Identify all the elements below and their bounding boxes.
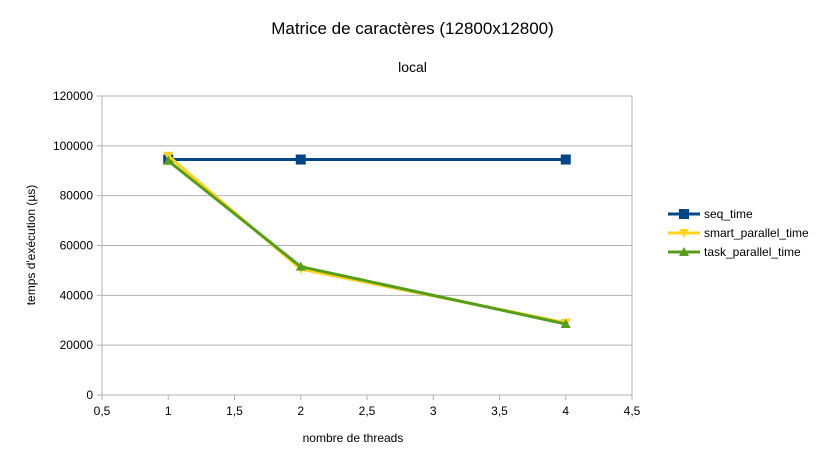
y-tick-label: 0 [86, 388, 93, 402]
series-seq_time [163, 154, 571, 165]
y-tick-label: 20000 [60, 338, 94, 352]
x-tick-label: 4 [562, 404, 569, 418]
data-point [295, 261, 306, 271]
legend-item: task_parallel_time [668, 245, 801, 259]
legend-label: task_parallel_time [704, 245, 801, 259]
y-tick-label: 120000 [53, 89, 93, 103]
legend-marker [679, 229, 689, 238]
series [163, 151, 571, 328]
series-smart_parallel_time [163, 151, 571, 328]
x-tick-label: 1 [165, 404, 172, 418]
legend-item: seq_time [668, 207, 753, 221]
series-line [167, 159, 567, 326]
legend-marker [679, 247, 689, 256]
x-tick-label: 4,5 [624, 404, 641, 418]
y-axis-title: temps d'exécution (µs) [24, 185, 38, 306]
axes [97, 95, 633, 400]
y-tick-label: 40000 [60, 288, 94, 302]
data-point [560, 154, 571, 165]
legend-label: seq_time [704, 207, 753, 221]
chart-title: Matrice de caractères (12800x12800) [271, 19, 554, 38]
y-tick-label: 60000 [60, 239, 94, 253]
tick-labels: 0 20000 40000 60000 80000 100000 120000 0,5 1 1,5… [53, 89, 641, 418]
x-tick-label: 1,5 [226, 404, 243, 418]
y-tick-label: 80000 [60, 189, 94, 203]
legend-item: smart_parallel_time [668, 226, 809, 240]
chart-subtitle: local [398, 59, 427, 75]
series-task_parallel_time [163, 155, 571, 328]
x-tick-label: 3 [430, 404, 437, 418]
x-tick-label: 2,5 [359, 404, 376, 418]
legend-marker [679, 209, 689, 219]
x-axis-title: nombre de threads [303, 431, 404, 445]
legend-label: smart_parallel_time [704, 226, 809, 240]
series-line [167, 154, 567, 325]
data-point [295, 154, 306, 165]
grid [102, 95, 632, 396]
legend: seq_time smart_parallel_time task_parallel… [668, 207, 809, 259]
x-tick-label: 3,5 [491, 404, 508, 418]
data-point [163, 155, 174, 165]
x-tick-label: 0,5 [94, 404, 111, 418]
data-point [560, 318, 571, 328]
x-tick-label: 2 [297, 404, 304, 418]
y-tick-label: 100000 [53, 139, 93, 153]
